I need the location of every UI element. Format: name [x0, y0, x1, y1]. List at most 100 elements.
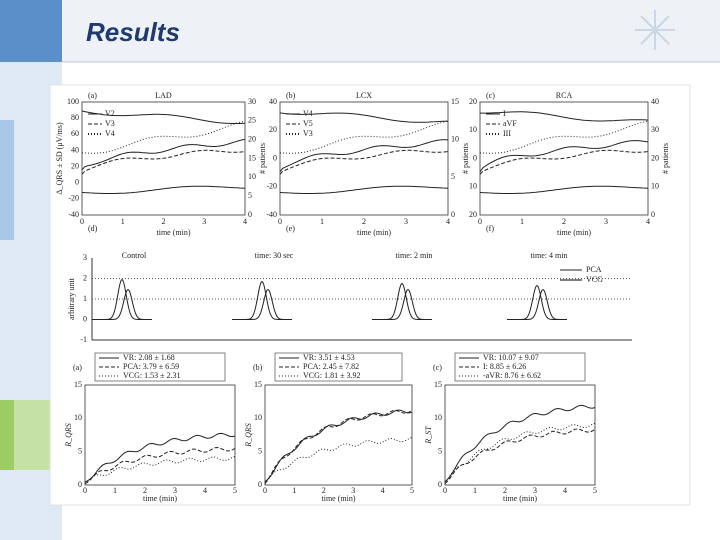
slide-title: Results	[86, 17, 180, 47]
y-tick-label: -20	[266, 182, 277, 191]
x-tick-label: 4	[446, 217, 450, 226]
logo	[635, 10, 675, 50]
sub-label: (d)	[88, 224, 98, 233]
plot-frame	[479, 101, 649, 216]
plot-frame	[81, 101, 246, 216]
legend-entry: aVF	[503, 119, 517, 128]
y2-tick-label: 0	[451, 210, 455, 219]
y2-tick-label: 25	[248, 116, 256, 125]
x-tick-label: 4	[563, 486, 567, 495]
time-label: Control	[122, 251, 147, 260]
y-tick-label: 15	[254, 380, 262, 389]
y2-axis-label: # patients	[258, 143, 267, 174]
curve	[81, 120, 246, 154]
side-accent	[0, 400, 14, 470]
sub-label: (f)	[486, 224, 494, 233]
legend-entry: PCA: 2.45 ± 7.82	[303, 362, 359, 371]
panel-title: RCA	[556, 91, 573, 100]
curve	[479, 185, 649, 194]
x-axis-label: time (min)	[143, 494, 177, 503]
curve	[480, 111, 649, 122]
curve	[279, 112, 449, 123]
legend-entry: VCG	[586, 275, 603, 284]
y-tick-label: 20	[469, 97, 477, 106]
panel-label: (c)	[433, 363, 442, 372]
curve	[479, 149, 649, 175]
y2-tick-label: 15	[451, 97, 459, 106]
curve	[81, 149, 246, 175]
y-tick-label: -20	[68, 194, 79, 203]
panel-label: (a)	[73, 363, 82, 372]
plot-frame	[444, 384, 596, 486]
curve	[444, 428, 596, 485]
curve	[279, 139, 449, 173]
y-tick-label: 5	[438, 446, 442, 455]
side-accent	[0, 120, 14, 240]
x-axis-label: time (min)	[557, 228, 591, 237]
y-tick-label: 15	[434, 380, 442, 389]
y-tick-label: 10	[469, 182, 477, 191]
x-axis-label: time (min)	[357, 228, 391, 237]
x-tick-label: 2	[562, 217, 566, 226]
x-tick-label: 2	[162, 217, 166, 226]
y-tick-label: 20	[71, 161, 79, 170]
x-tick-label: 3	[404, 217, 408, 226]
y2-tick-label: 5	[451, 172, 455, 181]
y-tick-label: -1	[80, 335, 87, 344]
y-tick-label: 10	[469, 125, 477, 134]
y2-tick-label: 40	[651, 97, 659, 106]
x-tick-label: 1	[320, 217, 324, 226]
x-tick-label: 0	[80, 217, 84, 226]
y-tick-label: 10	[254, 413, 262, 422]
curve	[264, 436, 413, 485]
curve	[279, 149, 449, 175]
legend-entry: V5	[303, 119, 313, 128]
x-axis-label: time (min)	[503, 494, 537, 503]
y-axis-label: Δ_QRS ± SD (μV/ms)	[55, 122, 64, 195]
x-tick-label: 2	[322, 486, 326, 495]
y-tick-label: 0	[273, 153, 277, 162]
y-tick-label: 60	[71, 129, 79, 138]
y-axis-label: R_QRS	[64, 423, 73, 448]
x-tick-label: 1	[520, 217, 524, 226]
legend-entry: VCG: 1.81 ± 3.92	[303, 371, 361, 380]
curve	[279, 185, 449, 194]
y-tick-label: 10	[74, 413, 82, 422]
y2-axis-label: # patients	[661, 143, 670, 174]
panel-title: LCX	[356, 91, 372, 100]
time-label: time: 2 min	[396, 251, 433, 260]
y-tick-label: 0	[75, 178, 79, 187]
corner-block	[0, 0, 62, 62]
x-tick-label: 0	[478, 217, 482, 226]
y-tick-label: -40	[266, 210, 277, 219]
curve	[81, 138, 246, 171]
y-tick-label: 100	[67, 97, 79, 106]
y-tick-label: 0	[78, 480, 82, 489]
y-tick-label: 0	[473, 153, 477, 162]
legend-entry: V4	[105, 129, 115, 138]
x-tick-label: 5	[593, 486, 597, 495]
plot-frame	[84, 384, 236, 486]
legend-entry: V3	[105, 119, 115, 128]
x-tick-label: 0	[263, 486, 267, 495]
y2-tick-label: 30	[651, 125, 659, 134]
time-label: time: 30 sec	[255, 251, 294, 260]
x-tick-label: 1	[113, 486, 117, 495]
y-tick-label: 15	[74, 380, 82, 389]
plot-frame	[279, 101, 449, 216]
pulse	[372, 288, 432, 320]
x-tick-label: 3	[351, 486, 355, 495]
curve	[81, 185, 246, 194]
curve	[84, 432, 236, 483]
legend-entry: V4	[303, 109, 313, 118]
x-tick-label: 5	[233, 486, 237, 495]
curve	[444, 404, 596, 483]
legend-entry: V2	[105, 109, 115, 118]
y-tick-label: 0	[258, 480, 262, 489]
plot-frame	[264, 384, 413, 486]
legend-entry: -aVR: 8.76 ± 6.62	[483, 371, 541, 380]
y2-tick-label: 20	[248, 134, 256, 143]
legend-entry: PCA: 3.79 ± 6.59	[123, 362, 179, 371]
x-tick-label: 3	[533, 486, 537, 495]
